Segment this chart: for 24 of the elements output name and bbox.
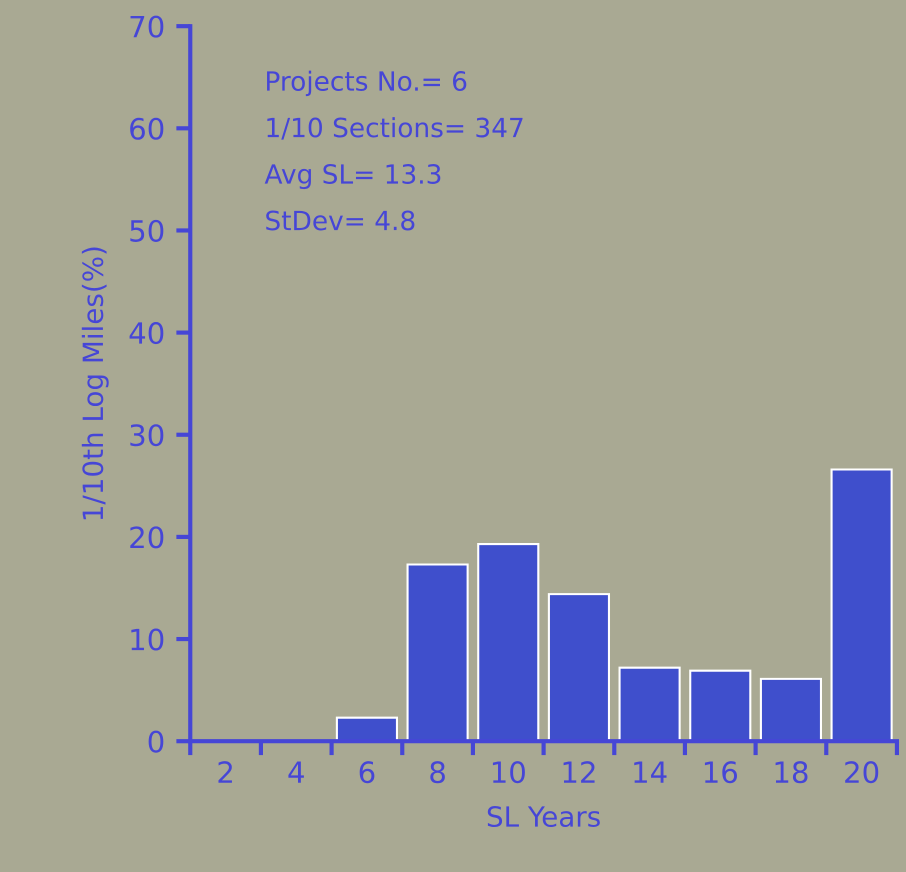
- y-tick-label: 30: [130, 424, 164, 446]
- annotation: 1/10 Sections= 347: [267, 117, 523, 140]
- y-tick-label: 0: [148, 730, 164, 753]
- annotation: Projects No.= 6: [267, 70, 466, 96]
- x-tick-label: 4: [288, 762, 304, 783]
- x-tick-label: 20: [845, 761, 878, 784]
- y-axis-title: 1/10th Log Miles(%): [82, 247, 109, 520]
- y-tick-label: 60: [130, 118, 164, 140]
- x-tick-label: 2: [218, 761, 232, 783]
- x-tick-label: 12: [564, 761, 595, 783]
- y-tick-label: 10: [131, 628, 164, 651]
- x-tick-label: 14: [634, 762, 667, 783]
- x-axis-title: SL Years: [488, 806, 600, 828]
- annotation: StDev= 4.8: [266, 210, 414, 230]
- y-tick-label: 50: [130, 220, 164, 242]
- x-tick-label: 10: [492, 761, 525, 784]
- x-tick-label: 16: [704, 761, 737, 784]
- x-tick-label: 8: [430, 761, 445, 784]
- x-tick-label: 18: [776, 761, 808, 784]
- x-tick-label: 6: [360, 761, 374, 784]
- y-tick-label: 70: [130, 16, 164, 38]
- y-tick-label: 20: [130, 526, 164, 548]
- annotation: Avg SL= 13.3: [264, 164, 440, 190]
- y-tick-label: 40: [130, 322, 164, 344]
